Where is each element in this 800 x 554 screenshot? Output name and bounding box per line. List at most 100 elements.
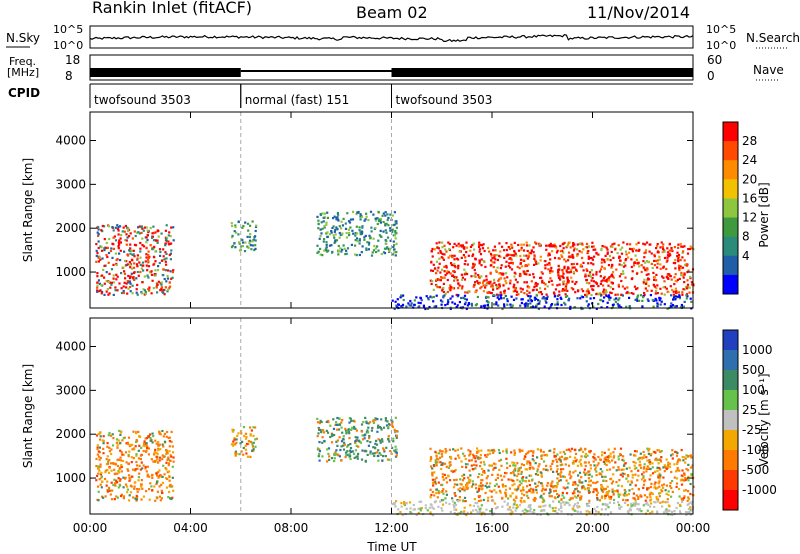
heatmap-cell	[445, 481, 448, 484]
heatmap-cell	[497, 279, 500, 282]
heatmap-cell	[97, 228, 100, 231]
heatmap-cell	[573, 492, 576, 495]
heatmap-cell	[384, 229, 387, 232]
heatmap-cell	[428, 305, 431, 309]
heatmap-cell	[161, 290, 164, 293]
heatmap-cell	[512, 285, 515, 288]
heatmap-cell	[587, 477, 590, 480]
heatmap-cell	[465, 514, 468, 517]
heatmap-cell	[360, 232, 363, 235]
heatmap-cell	[540, 271, 543, 274]
heatmap-cell	[562, 251, 565, 254]
heatmap-cell	[107, 280, 110, 283]
heatmap-cell	[611, 275, 614, 278]
heatmap-cell	[456, 304, 459, 307]
heatmap-cell	[124, 238, 127, 242]
heatmap-cell	[503, 303, 506, 306]
heatmap-cell	[100, 475, 103, 478]
heatmap-cell	[690, 456, 693, 459]
heatmap-cell	[587, 505, 590, 508]
heatmap-cell	[433, 471, 436, 474]
heatmap-cell	[662, 486, 665, 489]
heatmap-cell	[350, 428, 353, 431]
heatmap-cell	[232, 444, 235, 447]
heatmap-cell	[254, 438, 257, 441]
heatmap-cell	[647, 503, 650, 506]
heatmap-cell	[441, 483, 444, 486]
heatmap-cell	[399, 511, 402, 514]
heatmap-cell	[500, 264, 503, 267]
heatmap-cell	[334, 240, 337, 243]
heatmap-cell	[520, 497, 523, 500]
heatmap-cell	[328, 244, 332, 247]
heatmap-cell	[660, 456, 663, 459]
heatmap-cell	[519, 262, 522, 265]
colorbar-tick-label: -25	[742, 423, 762, 437]
heatmap-cell	[548, 252, 551, 255]
heatmap-cell	[346, 247, 350, 250]
heatmap-cell	[687, 455, 690, 458]
heatmap-cell	[389, 450, 392, 453]
heatmap-cell	[151, 248, 154, 251]
heatmap-cell	[509, 279, 512, 282]
heatmap-cell	[571, 253, 574, 256]
heatmap-cell	[658, 466, 661, 470]
heatmap-cell	[676, 461, 679, 464]
heatmap-cell	[669, 275, 672, 278]
heatmap-cell	[108, 466, 111, 469]
nsky-label: N.Sky	[6, 31, 40, 45]
heatmap-cell	[232, 440, 235, 443]
heatmap-cell	[140, 231, 143, 234]
heatmap-cell	[494, 502, 497, 505]
heatmap-cell	[520, 298, 523, 301]
heatmap-cell	[510, 254, 514, 257]
heatmap-cell	[113, 478, 116, 481]
heatmap-cell	[520, 246, 523, 249]
heatmap-cell	[577, 484, 580, 487]
heatmap-cell	[532, 498, 535, 501]
heatmap-cell	[376, 426, 380, 429]
heatmap-cell	[318, 450, 321, 453]
heatmap-cell	[609, 478, 612, 481]
heatmap-cell	[110, 469, 113, 472]
heatmap-cell	[589, 467, 592, 470]
heatmap-cell	[138, 435, 141, 438]
heatmap-cell	[687, 496, 690, 499]
heatmap-cell	[541, 487, 544, 490]
heatmap-cell	[117, 470, 120, 473]
heatmap-cell	[319, 228, 322, 231]
heatmap-cell	[393, 234, 396, 237]
heatmap-cell	[419, 302, 422, 305]
heatmap-cell	[632, 497, 635, 500]
heatmap-cell	[166, 290, 169, 293]
heatmap-cell	[596, 464, 599, 467]
heatmap-cell	[348, 437, 351, 440]
heatmap-cell	[674, 450, 677, 453]
heatmap-cell	[127, 462, 130, 466]
heatmap-cell	[480, 264, 483, 267]
heatmap-cell	[597, 293, 600, 296]
heatmap-cell	[601, 245, 604, 248]
heatmap-cell	[133, 278, 136, 281]
heatmap-cell	[536, 484, 539, 487]
heatmap-cell	[168, 450, 171, 453]
heatmap-cell	[548, 262, 551, 265]
heatmap-cell	[554, 288, 557, 291]
heatmap-cell	[347, 430, 350, 433]
heatmap-cell	[635, 494, 638, 497]
heatmap-cell	[333, 457, 336, 460]
heatmap-cell	[253, 248, 256, 252]
heatmap-cell	[618, 297, 621, 300]
heatmap-cell	[127, 455, 130, 458]
heatmap-cell	[612, 492, 615, 495]
heatmap-cell	[580, 288, 583, 291]
heatmap-cell	[382, 230, 385, 233]
heatmap-cell	[391, 214, 394, 217]
heatmap-cell	[611, 459, 614, 462]
heatmap-cell	[108, 237, 111, 241]
heatmap-cell	[474, 483, 477, 486]
heatmap-cell	[341, 224, 344, 227]
heatmap-cell	[128, 277, 132, 280]
heatmap-cell	[170, 430, 173, 433]
heatmap-cell	[690, 247, 693, 250]
